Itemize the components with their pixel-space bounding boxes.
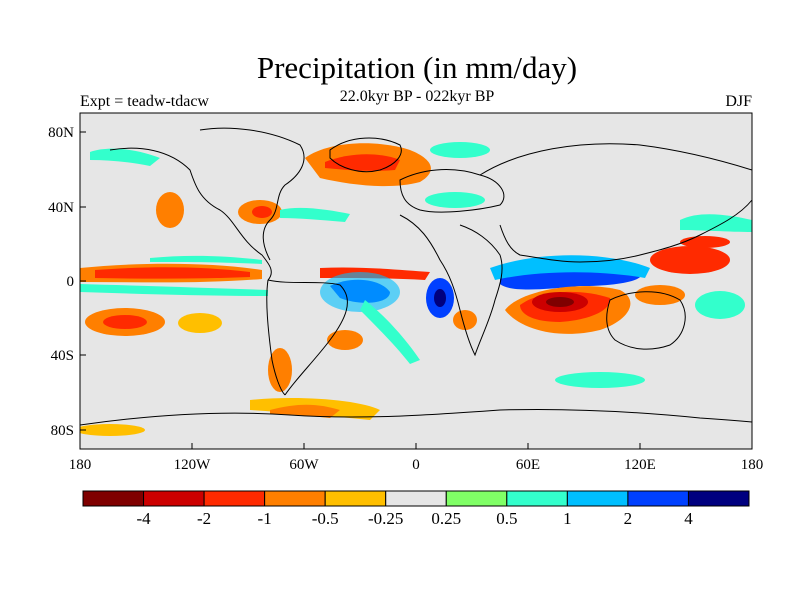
colorbar-label: 0.5 — [496, 509, 517, 528]
anomaly-indian-ocean-halo — [490, 255, 650, 280]
y-tick-label: 40S — [51, 348, 74, 364]
x-tick-label: 60W — [289, 457, 319, 473]
coastline-asia — [479, 143, 752, 263]
x-tick-label: 120W — [174, 457, 212, 473]
colorbar-swatch — [506, 490, 568, 507]
colorbar-label: -0.5 — [312, 509, 339, 528]
colorbar-swatch — [203, 490, 266, 507]
colorbar: -4 -2 -1 -0.5 -0.25 0.25 0.5 1 2 4 — [82, 490, 750, 528]
anomaly-northwest-pacific — [680, 214, 752, 232]
anomaly-northwest-pacific-red — [680, 236, 730, 248]
anomaly-southern-ocean-indian — [555, 372, 645, 388]
y-tick-label: 40N — [48, 200, 74, 216]
anomaly-southwest-pacific — [695, 291, 745, 319]
colorbar-label: 2 — [624, 509, 633, 528]
anomaly-eastern-us-core — [252, 206, 272, 218]
anomaly-brazil-halo — [320, 272, 400, 312]
colorbar-label: 1 — [563, 509, 572, 528]
x-tick-label: 0 — [412, 457, 420, 473]
anomaly-scandinavia — [430, 142, 490, 158]
anomaly-pacific-itcz-core — [95, 267, 250, 279]
y-tick-label: 80S — [51, 423, 74, 439]
x-tick-label: 180 — [69, 457, 92, 473]
anomaly-north-atlantic-band — [280, 207, 350, 222]
colorbar-swatch — [143, 490, 205, 507]
colorbar-swatch — [566, 490, 629, 507]
x-tick-label: 60E — [516, 457, 540, 473]
coastline-antarctica — [80, 408, 752, 426]
coastline-africa — [399, 214, 503, 357]
map-field — [80, 113, 752, 449]
anomaly-southern-africa — [453, 310, 477, 330]
colorbar-swatch — [324, 490, 387, 507]
anomaly-north-pacific — [90, 148, 160, 166]
anomaly-mediterranean — [425, 192, 485, 208]
x-axis: 180 120W 60W 0 60E 120E 180 — [69, 443, 764, 473]
anomaly-maritime-continent — [635, 285, 685, 305]
anomaly-south-brazil — [327, 330, 363, 350]
anomaly-southern-ocean-atlantic-core — [270, 404, 340, 418]
colorbar-swatch — [264, 490, 326, 507]
colorbar-label: 0.25 — [431, 509, 461, 528]
y-axis: 80N 40N 0 40S 80S — [48, 125, 86, 439]
colorbar-label: -1 — [258, 509, 272, 528]
colorbar-swatch — [687, 490, 750, 507]
anomaly-south-atlantic-band — [360, 300, 420, 364]
y-tick-label: 80N — [48, 125, 74, 141]
experiment-label: Expt = teadw-tdacw — [80, 93, 209, 110]
coastline-greenland — [329, 137, 402, 173]
colorbar-swatch — [445, 490, 508, 507]
colorbar-label: -4 — [136, 509, 151, 528]
anomaly-northeast-pacific — [156, 192, 184, 228]
coastline-australia — [606, 291, 686, 350]
colorbar-swatch — [385, 490, 447, 507]
coastline-east-north-america — [199, 127, 305, 261]
anomaly-southern-ocean-pacific — [80, 424, 145, 436]
anomaly-south-pacific-east — [178, 313, 222, 333]
colorbar-label: -0.25 — [368, 509, 403, 528]
x-tick-label: 120E — [624, 457, 656, 473]
coastline-south-america-east — [267, 279, 348, 396]
anomaly-west-pacific — [650, 246, 730, 274]
map-subtitle: 22.0kyr BP - 022kyr BP — [339, 88, 495, 105]
x-tick-label: 180 — [741, 457, 764, 473]
anomaly-pacific-north-band — [150, 255, 262, 264]
colorbar-label: 4 — [684, 509, 693, 528]
y-tick-label: 0 — [67, 274, 75, 290]
colorbar-swatch — [627, 490, 689, 507]
coastline-south-america-west — [266, 279, 286, 396]
coastline-europe — [399, 169, 505, 213]
anomaly-south-indian-ocean-peak — [546, 297, 574, 307]
anomaly-congo-core — [434, 289, 446, 307]
colorbar-label: -2 — [197, 509, 211, 528]
anomaly-patagonia — [268, 348, 292, 392]
season-label: DJF — [725, 93, 752, 110]
anomaly-pacific-south-band — [80, 284, 268, 296]
coastline-west-americas — [109, 147, 272, 281]
coastlines — [80, 127, 752, 426]
colorbar-swatch — [82, 490, 145, 507]
map-title: Precipitation (in mm/day) — [256, 50, 578, 85]
anomaly-south-pacific-core — [103, 315, 147, 329]
